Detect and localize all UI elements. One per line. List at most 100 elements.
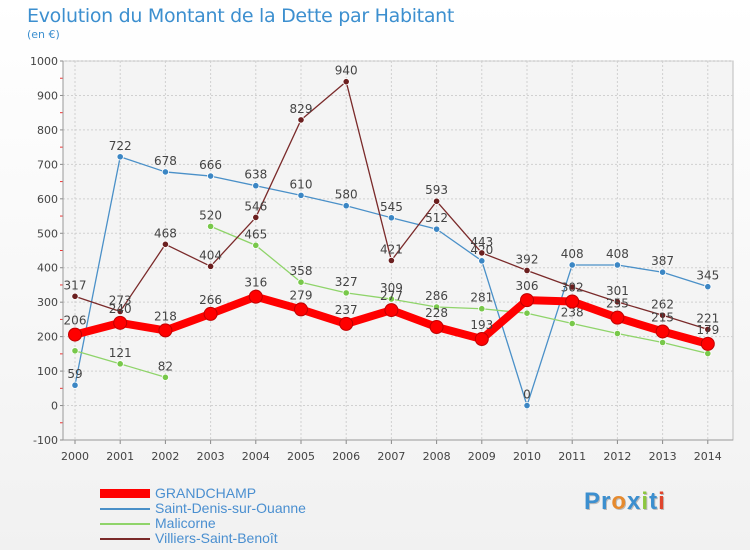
legend-label-malicorne: Malicorne (155, 515, 216, 531)
x-tick-label: 2009 (468, 450, 496, 463)
data-label-grandchamp: 266 (199, 293, 222, 307)
data-point-malicorne (432, 303, 441, 311)
logo-letter: t (649, 488, 659, 515)
data-label-grandchamp: 306 (516, 279, 539, 293)
data-point-saint-denis-sur-ouanne (432, 225, 441, 233)
x-tick-label: 2008 (423, 450, 451, 463)
y-tick-label: 400 (37, 262, 58, 275)
data-point-saint-denis-sur-ouanne (342, 202, 350, 210)
data-point-grandchamp (248, 289, 263, 304)
data-point-malicorne (478, 305, 486, 313)
data-point-malicorne (704, 349, 712, 358)
legend-swatch-saint-denis-sur-ouanne (100, 508, 150, 510)
x-tick-label: 2012 (603, 450, 631, 463)
y-tick-label: 1000 (30, 55, 58, 68)
data-point-villiers-saint-beno-t (478, 249, 486, 257)
logo-letter: i (658, 488, 666, 515)
data-label-saint-denis-sur-ouanne: 638 (244, 168, 267, 182)
data-point-saint-denis-sur-ouanne (71, 381, 79, 389)
data-point-grandchamp (113, 315, 128, 330)
x-tick-label: 2014 (694, 450, 722, 463)
data-point-grandchamp (474, 332, 489, 347)
data-label-villiers-saint-beno-t: 940 (335, 64, 358, 78)
data-label-grandchamp: 218 (154, 309, 177, 323)
data-label-grandchamp: 193 (470, 318, 493, 332)
data-point-malicorne (161, 373, 169, 381)
data-label-malicorne: 520 (199, 208, 222, 222)
data-label-villiers-saint-beno-t: 273 (109, 293, 132, 307)
data-label-malicorne: 121 (109, 346, 132, 360)
data-point-villiers-saint-beno-t (342, 78, 350, 86)
data-label-villiers-saint-beno-t: 468 (154, 226, 177, 240)
y-tick-label: 700 (37, 158, 58, 171)
data-label-villiers-saint-beno-t: 392 (516, 252, 539, 266)
data-point-villiers-saint-beno-t (161, 240, 169, 248)
data-label-villiers-saint-beno-t: 404 (199, 248, 222, 262)
data-point-villiers-saint-beno-t (704, 325, 712, 334)
plot-area (62, 60, 734, 441)
chart-title: Evolution du Montant de la Dette par Hab… (27, 5, 455, 27)
data-label-malicorne: 286 (425, 289, 448, 303)
data-label-saint-denis-sur-ouanne: 580 (335, 188, 358, 202)
data-point-grandchamp (700, 336, 715, 351)
data-label-villiers-saint-beno-t: 443 (470, 235, 493, 249)
data-point-villiers-saint-beno-t (613, 298, 622, 306)
data-label-saint-denis-sur-ouanne: 0 (523, 388, 531, 402)
legend-label-villiers-saint-beno-t: Villiers-Saint-Benoît (155, 530, 278, 546)
data-label-grandchamp: 277 (380, 289, 403, 303)
x-tick-label: 2000 (61, 450, 89, 463)
logo-letter: P (584, 488, 602, 515)
data-label-malicorne: 309 (380, 281, 403, 295)
y-tick-label: 300 (37, 296, 58, 309)
data-point-grandchamp (429, 319, 444, 334)
data-point-saint-denis-sur-ouanne (568, 261, 576, 269)
data-point-grandchamp (610, 310, 625, 325)
data-point-saint-denis-sur-ouanne (478, 257, 486, 265)
y-tick-label: 600 (37, 193, 58, 206)
data-point-saint-denis-sur-ouanne (207, 172, 215, 180)
data-point-saint-denis-sur-ouanne (704, 283, 712, 291)
data-point-malicorne (568, 319, 576, 328)
data-label-villiers-saint-beno-t: 301 (606, 284, 629, 298)
data-point-villiers-saint-beno-t (658, 311, 667, 319)
x-tick-label: 2006 (332, 450, 360, 463)
legend-swatch-malicorne (100, 523, 150, 525)
data-label-grandchamp: 206 (64, 314, 87, 328)
data-label-malicorne: 281 (470, 291, 493, 305)
data-point-malicorne (523, 309, 531, 317)
data-label-saint-denis-sur-ouanne: 545 (380, 200, 403, 214)
data-point-saint-denis-sur-ouanne (252, 182, 260, 190)
y-tick-label: 500 (37, 227, 58, 240)
x-tick-label: 2011 (558, 450, 586, 463)
x-tick-label: 2003 (197, 450, 225, 463)
data-point-saint-denis-sur-ouanne (387, 214, 395, 222)
data-label-saint-denis-sur-ouanne: 408 (561, 247, 584, 261)
data-label-grandchamp: 279 (290, 288, 313, 302)
data-point-grandchamp (565, 294, 580, 309)
data-label-villiers-saint-beno-t: 593 (425, 183, 448, 197)
data-label-malicorne: 82 (158, 359, 173, 373)
data-label-villiers-saint-beno-t: 221 (696, 311, 719, 325)
y-tick-label: 0 (51, 400, 58, 413)
x-tick-label: 2002 (151, 450, 179, 463)
data-point-saint-denis-sur-ouanne (523, 401, 531, 410)
data-point-malicorne (252, 241, 260, 249)
data-label-malicorne: 465 (244, 227, 267, 241)
y-tick-label: 100 (37, 365, 58, 378)
data-point-grandchamp (294, 302, 308, 317)
chart-subtitle: (en €) (27, 28, 60, 41)
data-label-saint-denis-sur-ouanne: 512 (425, 211, 448, 225)
data-label-grandchamp: 240 (109, 302, 132, 316)
data-label-grandchamp: 316 (244, 276, 267, 290)
data-label-grandchamp: 179 (696, 323, 719, 337)
data-point-grandchamp (384, 303, 399, 318)
data-point-villiers-saint-beno-t (523, 266, 531, 275)
data-point-villiers-saint-beno-t (252, 213, 260, 222)
data-label-saint-denis-sur-ouanne: 666 (199, 158, 222, 172)
data-point-malicorne (613, 329, 622, 338)
data-point-grandchamp (520, 293, 534, 308)
data-label-malicorne: 358 (290, 264, 313, 278)
data-label-villiers-saint-beno-t: 421 (380, 242, 403, 256)
data-label-malicorne: 327 (335, 275, 358, 289)
data-point-villiers-saint-beno-t (568, 283, 576, 291)
